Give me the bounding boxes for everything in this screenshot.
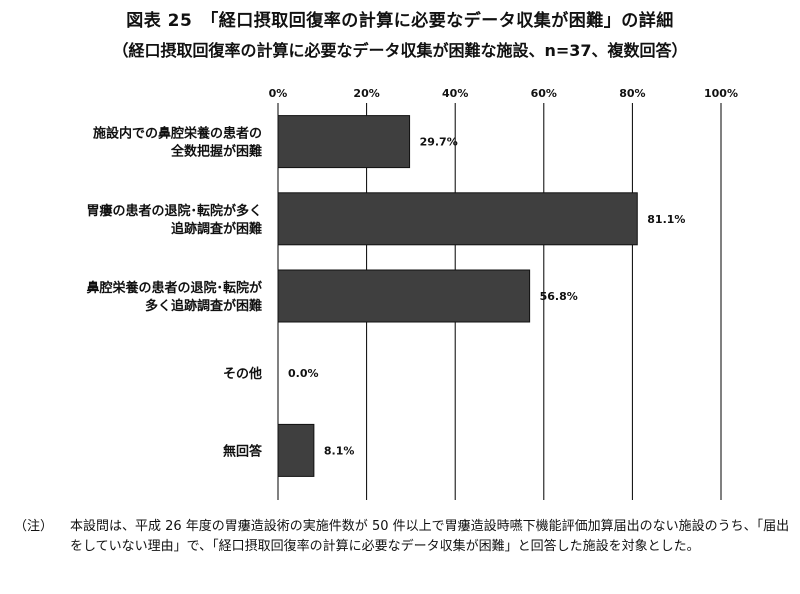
data-label: 56.8% [540, 290, 578, 303]
x-tick-label: 0% [269, 87, 288, 100]
category-label: 追跡調査が困難 [171, 221, 262, 237]
x-tick-label: 80% [619, 87, 645, 100]
bar [277, 423, 315, 477]
x-tick-label: 60% [531, 87, 557, 100]
note-label: （注） [14, 519, 54, 534]
category-label: 多く追跡調査が困難 [145, 298, 262, 314]
data-label: 81.1% [647, 213, 685, 226]
x-tick-label: 40% [442, 87, 468, 100]
category-label: 全数把握が困難 [170, 144, 262, 160]
category-label: その他 [223, 366, 262, 382]
data-label: 8.1% [324, 444, 355, 457]
bar [277, 115, 411, 169]
category-label: 鼻腔栄養の患者の退院･転院が [86, 280, 262, 296]
x-tick-label: 20% [353, 87, 379, 100]
category-label: 無回答 [223, 443, 263, 459]
bar [277, 192, 638, 246]
note-text: 本設問は、平成 26 年度の胃瘻造設術の実施件数が 50 件以上で胃瘻造設時嚥下… [70, 519, 790, 554]
chart-title: 図表 25 「経口摂取回復率の計算に必要なデータ収集が困難」の詳細 [126, 11, 674, 31]
bar-chart: 0% 20% 40% 60% 80% 100% 29.7% 施設内での鼻腔栄養の患者の全数把握… [86, 87, 738, 500]
category-label: 施設内での鼻腔栄養の患者の [93, 126, 262, 142]
bar [277, 269, 531, 323]
chart-subtitle: （経口摂取回復率の計算に必要なデータ収集が困難な施設、n=37、複数回答） [112, 41, 688, 60]
data-label: 29.7% [420, 136, 458, 149]
x-tick-label: 100% [704, 87, 738, 100]
data-label: 0.0% [288, 367, 319, 380]
category-label: 胃瘻の患者の退院･転院が多く [86, 203, 262, 219]
